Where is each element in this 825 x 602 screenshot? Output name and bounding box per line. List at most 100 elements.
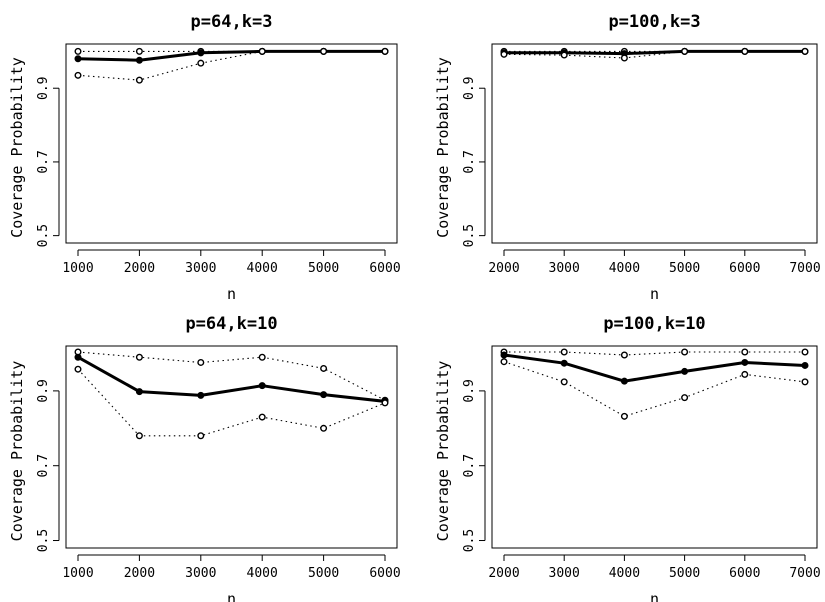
bound-data-point: [320, 47, 328, 55]
bound-data-point: [741, 348, 749, 356]
mean-data-point: [801, 361, 809, 369]
chart-title: p=100,k=10: [603, 314, 705, 334]
x-axis-label: n: [650, 285, 659, 303]
mean-data-point: [135, 388, 143, 396]
mean-data-point: [197, 391, 205, 399]
x-tick-label: 1000: [62, 566, 93, 581]
bound-series-line: [503, 50, 805, 59]
bound-data-point: [560, 348, 568, 356]
x-tick-label: 6000: [729, 566, 760, 581]
chart-panel-3: p=64,k=10 1000 2000 3000 4000 5000 6000 n 0.5 0.7…: [8, 314, 401, 602]
bound-data-point: [197, 358, 205, 366]
y-tick-label: 0.7: [36, 150, 51, 173]
mean-series-line: [77, 49, 385, 62]
x-tick-label: 5000: [669, 566, 700, 581]
y-tick-label: 0.9: [462, 76, 477, 99]
x-tick-label: 5000: [308, 566, 339, 581]
mean-data-point: [620, 377, 628, 385]
bound-data-point: [74, 47, 82, 55]
x-tick-label: 7000: [789, 261, 820, 276]
x-tick-label: 6000: [729, 261, 760, 276]
bound-data-point: [681, 47, 689, 55]
mean-series-line: [503, 353, 806, 383]
x-tick-label: 3000: [549, 261, 580, 276]
x-tick-label: 3000: [549, 566, 580, 581]
bound-series-line: [77, 368, 386, 437]
chart-panel-1: p=64,k=3 1000 2000 3000 4000 5000 6000 n 0.5 0.7 0…: [8, 12, 401, 303]
x-tick-label: 2000: [124, 261, 155, 276]
mean-data-point: [500, 351, 508, 359]
mean-data-point: [197, 49, 205, 57]
x-tick-label: 2000: [488, 261, 519, 276]
mean-data-point: [74, 353, 82, 361]
x-tick-label: 3000: [185, 261, 216, 276]
bound-data-point: [620, 351, 628, 359]
x-tick-label: 2000: [488, 566, 519, 581]
bound-data-point: [741, 370, 749, 378]
bound-data-point: [560, 51, 568, 59]
bound-data-point: [560, 378, 568, 386]
x-tick-label: 4000: [609, 261, 640, 276]
y-tick-label: 0.5: [462, 529, 477, 552]
bound-data-point: [135, 76, 143, 84]
x-tick-label: 2000: [124, 566, 155, 581]
chart-panel-4: p=100,k=10 2000 3000 4000 5000 6000 7000 n 0.5 0.…: [434, 314, 821, 602]
mean-series-line: [77, 355, 386, 403]
bound-data-point: [258, 353, 266, 361]
chart-title: p=100,k=3: [608, 12, 700, 32]
x-tick-label: 4000: [247, 261, 278, 276]
plot-frame: [65, 43, 398, 244]
mean-data-point: [320, 391, 328, 399]
plot-frame: [491, 345, 818, 549]
x-axis-label: n: [227, 285, 236, 303]
y-tick-label: 0.5: [36, 224, 51, 247]
bound-series-line: [77, 50, 385, 81]
bound-data-point: [258, 47, 266, 55]
bound-data-point: [381, 47, 389, 55]
bound-data-point: [258, 413, 266, 421]
mean-data-point: [258, 382, 266, 390]
bound-data-point: [620, 412, 628, 420]
bound-data-point: [500, 358, 508, 366]
y-tick-label: 0.9: [36, 379, 51, 402]
bound-data-point: [135, 353, 143, 361]
bound-data-point: [801, 47, 809, 55]
mean-data-point: [681, 367, 689, 375]
bound-series-line: [503, 361, 806, 417]
bound-data-point: [681, 348, 689, 356]
bound-data-point: [681, 394, 689, 402]
x-tick-label: 3000: [185, 566, 216, 581]
x-tick-label: 5000: [308, 261, 339, 276]
bound-data-point: [197, 432, 205, 440]
bound-series-line: [504, 351, 805, 356]
plot-frame: [491, 43, 818, 244]
bound-data-point: [500, 50, 508, 58]
bound-data-point: [135, 432, 143, 440]
bound-data-point: [197, 59, 205, 67]
mean-data-point: [74, 55, 82, 63]
x-tick-label: 4000: [247, 566, 278, 581]
bound-data-point: [135, 47, 143, 55]
mean-data-point: [741, 358, 749, 366]
y-tick-label: 0.5: [462, 224, 477, 247]
bound-data-point: [74, 365, 82, 373]
mean-data-point: [135, 56, 143, 64]
y-axis-label: Coverage Probability: [434, 361, 452, 542]
y-tick-label: 0.9: [462, 379, 477, 402]
x-tick-label: 6000: [369, 566, 400, 581]
bound-data-point: [741, 47, 749, 55]
x-tick-label: 7000: [789, 566, 820, 581]
y-tick-label: 0.7: [462, 454, 477, 477]
bound-data-point: [74, 71, 82, 79]
x-tick-label: 6000: [369, 261, 400, 276]
x-axis-label: n: [227, 590, 236, 602]
mean-data-point: [560, 359, 568, 367]
x-axis-label: n: [650, 590, 659, 602]
y-tick-label: 0.7: [462, 150, 477, 173]
chart-title: p=64,k=3: [191, 12, 273, 32]
chart-panel-2: p=100,k=3 2000 3000 4000 5000 6000 7000 n 0.5 0.7…: [434, 12, 821, 303]
bound-data-point: [801, 348, 809, 356]
bound-data-point: [620, 54, 628, 62]
x-tick-label: 4000: [609, 566, 640, 581]
y-axis-label: Coverage Probability: [8, 361, 26, 542]
